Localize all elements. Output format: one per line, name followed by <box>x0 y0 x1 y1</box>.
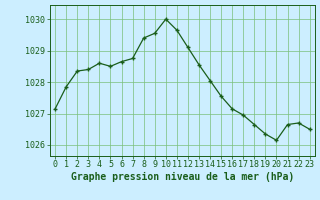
X-axis label: Graphe pression niveau de la mer (hPa): Graphe pression niveau de la mer (hPa) <box>71 172 294 182</box>
